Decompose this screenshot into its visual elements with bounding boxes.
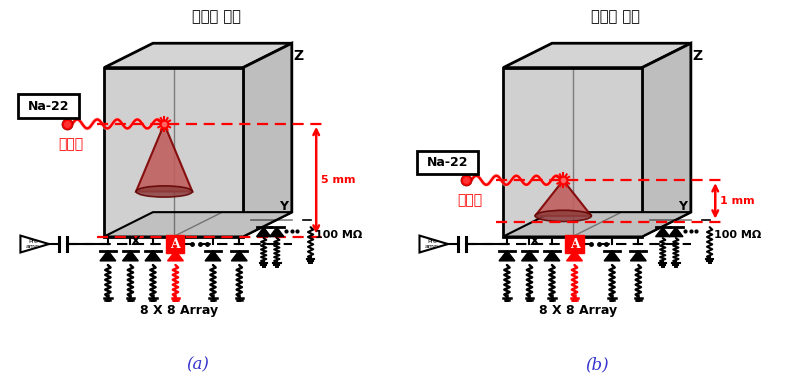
Text: 점선원: 점선원 xyxy=(58,137,83,151)
Text: 100 MΩ: 100 MΩ xyxy=(714,230,762,240)
Polygon shape xyxy=(669,228,683,237)
Polygon shape xyxy=(604,250,620,261)
Text: 점선원: 점선원 xyxy=(457,193,482,207)
Polygon shape xyxy=(257,228,271,237)
Polygon shape xyxy=(656,228,670,237)
Text: 8 X 8 Array: 8 X 8 Array xyxy=(539,304,618,317)
Text: 1 mm: 1 mm xyxy=(719,196,754,206)
Polygon shape xyxy=(503,68,642,237)
Text: A: A xyxy=(570,237,580,250)
Polygon shape xyxy=(145,250,161,261)
Polygon shape xyxy=(420,236,448,252)
Polygon shape xyxy=(630,250,646,261)
Text: A: A xyxy=(171,237,180,250)
Polygon shape xyxy=(544,250,560,261)
Polygon shape xyxy=(503,43,691,68)
Text: Na-22: Na-22 xyxy=(427,156,468,169)
Polygon shape xyxy=(503,212,691,237)
Text: X: X xyxy=(529,235,539,248)
Polygon shape xyxy=(231,250,247,261)
Text: 8 X 8 Array: 8 X 8 Array xyxy=(140,304,219,317)
Polygon shape xyxy=(567,250,583,261)
Text: Y: Y xyxy=(677,200,687,213)
Text: 반도체 센서: 반도체 센서 xyxy=(591,10,640,25)
Ellipse shape xyxy=(535,210,591,221)
Text: (a): (a) xyxy=(187,357,209,373)
Text: Pre
amp: Pre amp xyxy=(425,239,439,249)
Text: (b): (b) xyxy=(585,357,609,373)
FancyBboxPatch shape xyxy=(18,94,80,118)
Polygon shape xyxy=(100,250,116,261)
Text: 100 MΩ: 100 MΩ xyxy=(315,230,363,240)
Polygon shape xyxy=(535,180,591,216)
Polygon shape xyxy=(168,250,184,261)
Polygon shape xyxy=(136,124,192,192)
Text: Pre
amp: Pre amp xyxy=(25,239,40,249)
Text: 5 mm: 5 mm xyxy=(320,175,355,185)
Text: 반도체 센서: 반도체 센서 xyxy=(192,10,241,25)
FancyBboxPatch shape xyxy=(565,235,584,253)
Polygon shape xyxy=(270,228,284,237)
FancyBboxPatch shape xyxy=(166,235,184,253)
Polygon shape xyxy=(642,43,691,237)
Polygon shape xyxy=(243,43,292,237)
Polygon shape xyxy=(104,68,243,237)
Polygon shape xyxy=(499,250,515,261)
Ellipse shape xyxy=(136,186,192,197)
Polygon shape xyxy=(205,250,221,261)
Text: X: X xyxy=(130,235,140,248)
Polygon shape xyxy=(522,250,537,261)
Text: Z: Z xyxy=(692,49,703,63)
Polygon shape xyxy=(104,43,292,68)
Text: Y: Y xyxy=(279,200,288,213)
Polygon shape xyxy=(104,212,292,237)
Polygon shape xyxy=(21,236,49,252)
Text: Z: Z xyxy=(293,49,304,63)
FancyBboxPatch shape xyxy=(417,151,479,174)
Polygon shape xyxy=(122,250,138,261)
Text: Na-22: Na-22 xyxy=(28,100,69,113)
